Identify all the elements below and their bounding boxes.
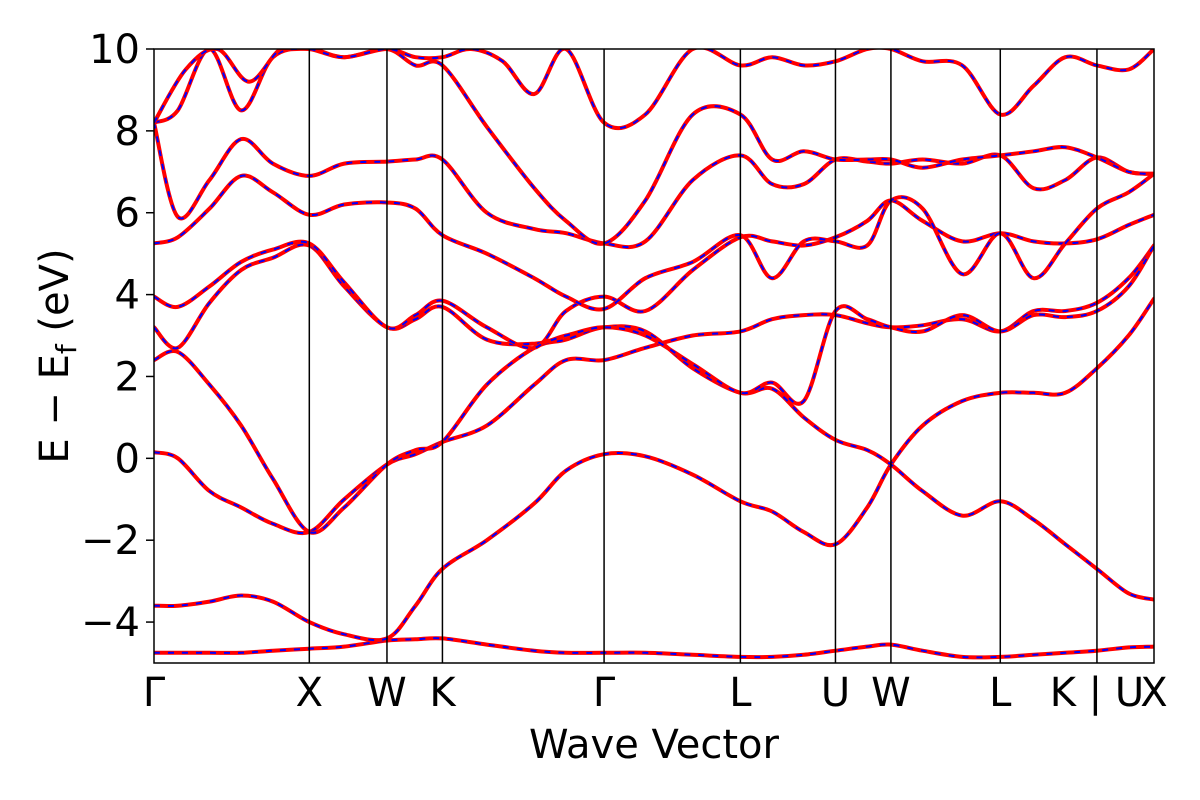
y-axis-ticks: −4 −2 0 2 4 6 8 10 [81, 27, 154, 646]
x-tick-label-3: W [367, 670, 407, 716]
band-line-1 [154, 636, 1154, 660]
band-line-4-overlay [154, 325, 1154, 601]
y-tick-label-7: 8 [115, 109, 140, 155]
band-line-8-overlay [154, 122, 1154, 249]
x-tick-label-5: Γ [593, 670, 616, 716]
y-tick-label-2: −2 [81, 518, 140, 564]
band-line-5 [154, 242, 1154, 406]
band-line-3-overlay [154, 244, 1154, 535]
x-axis-label: Wave Vector [529, 722, 780, 768]
y-axis-label-unit: (eV) [32, 248, 78, 344]
y-tick-label-5: 4 [115, 273, 140, 319]
plot-frame [153, 48, 1155, 664]
x-tick-label-7: U [821, 670, 850, 716]
band-line-3 [154, 243, 1154, 536]
band-line-2-overlay [154, 298, 1154, 642]
x-tick-label-11: X [1140, 670, 1167, 716]
x-tick-label-4: K [429, 670, 457, 716]
x-tick-label-2: X [296, 670, 323, 716]
y-axis-label-subscript: f [50, 343, 83, 354]
x-tick-label-10: K | U [1050, 670, 1144, 716]
band-line-10-overlay [154, 49, 1154, 130]
y-axis-label: E − Ef (eV) [32, 248, 83, 463]
band-line-2 [154, 296, 1154, 643]
band-line-4 [154, 324, 1154, 602]
y-axis-label-main: E − E [32, 354, 78, 464]
x-tick-label-1: Γ [143, 670, 166, 716]
y-tick-label-4: 2 [115, 354, 140, 400]
y-tick-label-1: −4 [81, 600, 140, 646]
y-tick-label-6: 6 [115, 191, 140, 237]
x-tick-label-6: L [729, 670, 752, 716]
x-tick-label-9: L [989, 670, 1012, 716]
band-line-5-overlay [154, 243, 1154, 405]
bands-layer [154, 49, 1154, 660]
x-tick-label-8: W [871, 670, 911, 716]
band-line-10 [154, 49, 1154, 131]
y-tick-label-8: 10 [89, 27, 140, 73]
y-tick-label-3: 0 [115, 436, 140, 482]
kpath-lines [308, 49, 1098, 663]
